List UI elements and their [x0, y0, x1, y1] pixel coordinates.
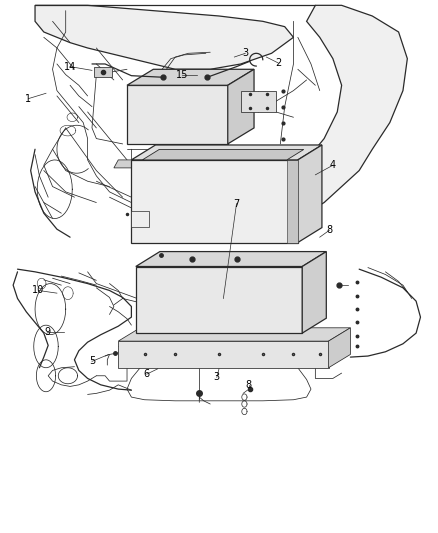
Polygon shape [131, 160, 298, 243]
Polygon shape [94, 67, 112, 77]
Polygon shape [302, 252, 326, 333]
Text: 8: 8 [246, 380, 252, 390]
Text: 5: 5 [89, 357, 95, 366]
Text: 9: 9 [44, 327, 50, 336]
Polygon shape [263, 5, 407, 219]
Text: 1: 1 [25, 94, 32, 103]
Polygon shape [287, 160, 298, 243]
Polygon shape [118, 341, 328, 368]
Polygon shape [118, 328, 350, 341]
Text: 6: 6 [144, 369, 150, 379]
Polygon shape [131, 211, 149, 227]
Text: 3: 3 [214, 373, 220, 382]
Text: 10: 10 [32, 286, 45, 295]
Polygon shape [127, 69, 254, 85]
Polygon shape [35, 5, 293, 69]
Text: 4: 4 [330, 160, 336, 170]
Polygon shape [142, 149, 304, 160]
Polygon shape [131, 145, 322, 160]
Text: 8: 8 [326, 225, 332, 235]
Text: 14: 14 [64, 62, 76, 71]
Text: 2: 2 [275, 58, 281, 68]
Polygon shape [127, 85, 228, 144]
Polygon shape [328, 328, 350, 368]
Text: 3: 3 [242, 49, 248, 58]
Text: 7: 7 [233, 199, 240, 208]
Polygon shape [136, 266, 302, 333]
Polygon shape [114, 160, 241, 168]
Polygon shape [136, 252, 326, 266]
Polygon shape [241, 91, 276, 112]
Polygon shape [228, 69, 254, 144]
Polygon shape [298, 145, 322, 243]
Text: 15: 15 [176, 70, 188, 79]
